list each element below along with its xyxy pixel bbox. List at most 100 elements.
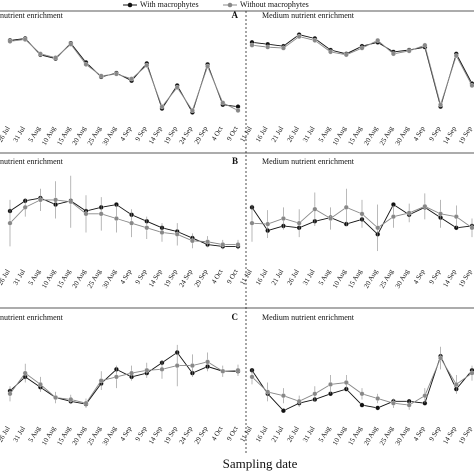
data-point: [98, 73, 104, 79]
x-tick-label: 16 Jul: [254, 425, 269, 444]
x-tick-label: 5 Aug: [317, 268, 333, 287]
data-point: [83, 400, 89, 406]
x-tick-label: 19 Sep: [162, 268, 179, 289]
x-tick-label: 5 Aug: [317, 425, 333, 444]
x-tick-label: 4 Sep: [119, 425, 134, 443]
x-tick-label: 26 Jul: [285, 125, 300, 144]
x-tick-label: 9 Sep: [134, 125, 149, 143]
data-point: [129, 220, 135, 226]
x-tick-label: 21 Jul: [270, 425, 285, 444]
data-point: [37, 197, 43, 203]
x-tick-label: 10 Aug: [331, 425, 348, 447]
x-tick-label: 5 Aug: [27, 425, 43, 444]
x-tick-label: 14 Sep: [147, 268, 164, 289]
data-point: [220, 242, 226, 247]
series-line: [9, 38, 239, 114]
legend-marker: [127, 2, 133, 8]
data-point: [280, 408, 286, 414]
data-point: [144, 367, 150, 373]
data-point: [205, 63, 211, 69]
series-line: [251, 355, 473, 412]
x-tick-label: 26 Jul: [285, 425, 300, 444]
x-tick-label: 31 Jul: [301, 125, 316, 144]
x-tick-label: 4 Sep: [412, 268, 427, 286]
data-point: [280, 393, 286, 399]
data-point: [98, 211, 104, 217]
data-point: [265, 44, 271, 50]
x-tick-label: 14 Sep: [147, 425, 164, 446]
x-tick-label: 19 Sep: [162, 125, 179, 146]
x-tick-label: 15 Aug: [347, 125, 364, 147]
data-point: [375, 396, 381, 401]
data-point: [53, 197, 59, 203]
data-point: [98, 378, 104, 384]
data-point: [312, 206, 318, 212]
data-point: [469, 83, 474, 88]
data-point: [53, 55, 59, 61]
x-tick-label: 31 Jul: [301, 268, 316, 287]
data-point: [328, 49, 334, 55]
data-point: [438, 102, 444, 108]
data-point: [159, 366, 165, 372]
x-tick-label: 25 Aug: [378, 125, 395, 147]
x-tick-label: 20 Aug: [362, 125, 379, 147]
data-point: [296, 34, 302, 40]
data-point: [174, 84, 180, 90]
data-point: [390, 214, 396, 220]
data-point: [422, 42, 428, 48]
x-tick-label: 30 Aug: [101, 268, 118, 290]
x-tick-label: 31 Jul: [12, 268, 27, 287]
x-tick-label: 9 Sep: [428, 425, 443, 443]
data-point: [174, 231, 180, 237]
x-axis-label: Sampling date: [223, 456, 298, 471]
x-tick-label: 20 Aug: [362, 268, 379, 290]
data-point: [265, 221, 271, 227]
data-point: [296, 220, 302, 226]
panel-title: Medium nutrient enrichment: [262, 313, 355, 322]
data-point: [205, 239, 211, 245]
x-tick-label: 14 Sep: [147, 125, 164, 146]
series-line: [9, 361, 239, 404]
x-tick-label: 24 Sep: [178, 425, 195, 446]
panel-label: A: [232, 10, 239, 20]
data-point: [144, 62, 150, 68]
data-point: [249, 220, 255, 226]
data-point: [390, 51, 396, 57]
data-point: [189, 363, 195, 369]
series-line: [9, 199, 238, 245]
data-point: [359, 45, 365, 51]
x-tick-label: 10 Aug: [331, 268, 348, 290]
data-point: [280, 45, 286, 51]
x-tick-label: 24 Sep: [178, 268, 195, 289]
data-point: [375, 405, 381, 411]
x-tick-label: 10 Aug: [331, 125, 348, 147]
panel-title: Medium nutrient enrichment: [262, 11, 355, 20]
data-point: [406, 402, 412, 408]
x-tick-label: 14 Sep: [441, 268, 458, 289]
data-point: [129, 76, 135, 82]
data-point: [220, 100, 226, 106]
x-tick-label: 30 Aug: [394, 125, 411, 147]
x-tick-label: 21 Jul: [270, 268, 285, 287]
legend-marker: [227, 2, 233, 8]
data-point: [280, 216, 286, 221]
legend-label: Without macrophytes: [240, 0, 309, 9]
data-point: [83, 61, 89, 67]
x-tick-label: 30 Aug: [101, 125, 118, 147]
x-tick-label: 4 Oct: [210, 425, 225, 442]
data-point: [312, 37, 318, 43]
data-point: [22, 204, 28, 210]
x-tick-label: 15 Aug: [347, 425, 364, 447]
panel-title: nutrient enrichment: [0, 313, 64, 322]
x-tick-label: 5 Aug: [27, 125, 43, 144]
data-point: [453, 53, 459, 59]
data-point: [422, 393, 428, 399]
data-point: [113, 71, 119, 77]
x-tick-label: 31 Jul: [12, 125, 27, 144]
x-tick-label: 11 Jul: [238, 268, 253, 286]
x-tick-label: 26 Jul: [0, 425, 12, 444]
x-tick-label: 4 Sep: [119, 125, 134, 143]
data-point: [359, 391, 365, 397]
x-tick-label: 19 Sep: [457, 425, 474, 446]
